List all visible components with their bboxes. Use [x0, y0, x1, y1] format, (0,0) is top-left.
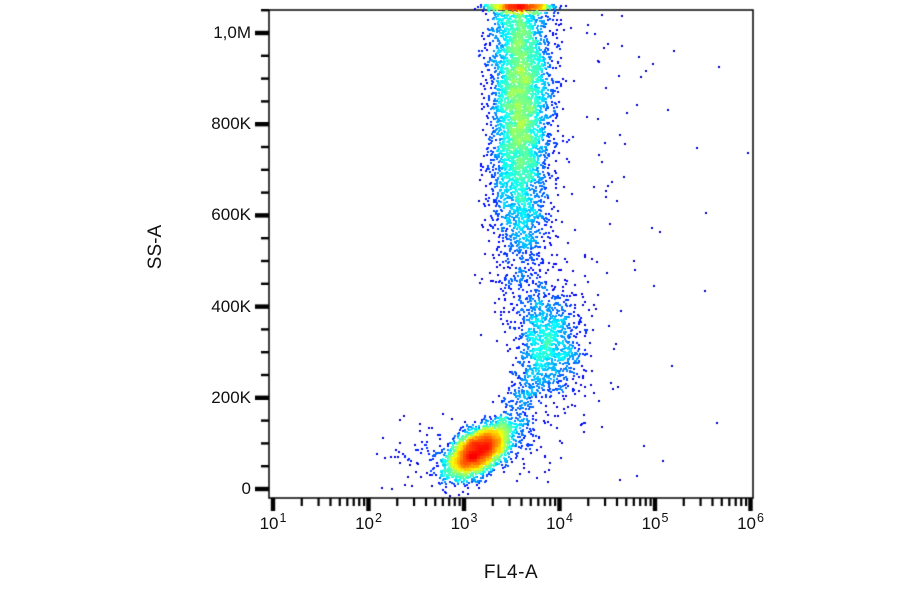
y-tick-label: 0 — [241, 479, 251, 498]
x-tick-label: 106 — [737, 511, 764, 533]
y-tick-label: 200K — [211, 387, 251, 407]
x-axis-title: FL4-A — [483, 562, 539, 583]
x-tick-label: 105 — [641, 511, 669, 533]
y-axis-title: SS-A — [145, 224, 166, 270]
y-tick-label: 600K — [211, 205, 251, 225]
y-tick-label: 800K — [211, 114, 251, 134]
y-tick-label: 1,0M — [213, 23, 251, 42]
y-tick-label: 400K — [211, 296, 251, 316]
x-tick-label: 102 — [355, 511, 382, 533]
x-tick-label: 104 — [546, 511, 573, 533]
x-tick-label: 103 — [450, 511, 478, 533]
x-tick-label: 101 — [259, 511, 287, 533]
